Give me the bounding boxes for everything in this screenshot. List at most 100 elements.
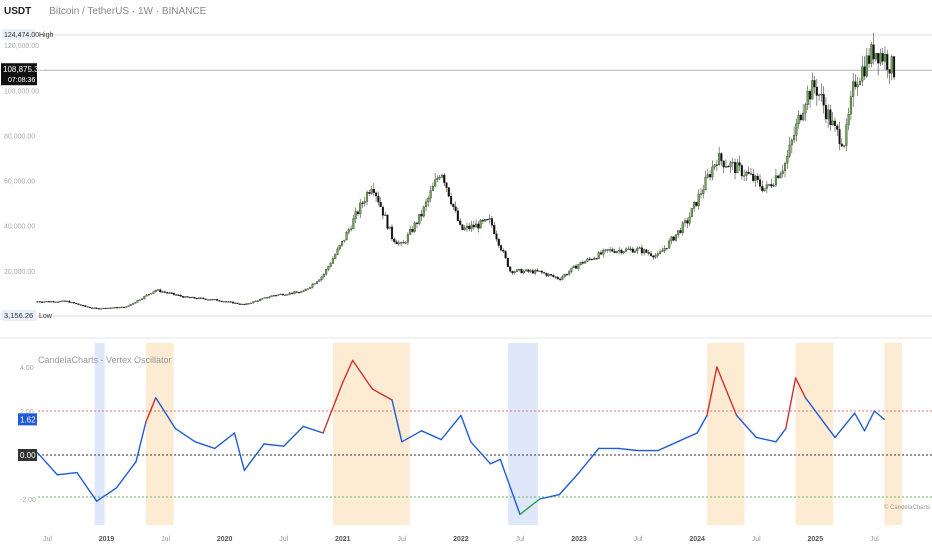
bear-candle [756,175,759,180]
chart-header: USDT Bitcoin / TetherUS · 1W · BINANCE [4,6,206,17]
bull-candle [184,296,187,298]
bull-candle [870,44,873,64]
bear-candle [581,262,584,264]
bear-candle [415,222,419,224]
bear-candle [502,250,505,252]
bull-candle [322,274,325,278]
bull-candle [636,247,639,252]
bull-candle [615,250,618,253]
bear-candle [836,125,839,130]
oscillator-segment [155,397,177,430]
oscillator-segment [470,441,492,465]
bear-candle [195,298,198,300]
overbought-zone [145,343,174,525]
bull-candle [561,276,564,280]
bull-candle [534,269,537,274]
bull-candle [250,302,253,304]
bear-candle [122,306,125,308]
bear-candle [708,174,712,178]
bear-candle [159,289,162,293]
bull-candle [309,287,312,289]
price-tick-label: 120,000.00 [4,43,39,50]
bull-candle [363,201,366,204]
bear-candle [281,293,285,296]
oscillator-zones [94,343,903,525]
bull-candle [227,301,230,303]
bull-candle [311,283,314,288]
bear-candle [420,213,423,217]
oscillator-tick-label: 4.00 [20,365,34,372]
bull-candle [697,193,700,206]
price-tick-label: 60,000.00 [4,179,35,186]
bear-candle [620,249,623,254]
oscillator-segment [440,414,462,441]
overbought-zone [332,343,410,525]
bear-candle [63,300,66,302]
current-price: 108,875.33 [3,65,44,74]
bull-candle [563,274,566,277]
bull-candle [320,276,323,280]
price-tick-label: 40,000.00 [4,224,35,231]
bull-candle [858,81,862,85]
time-axis-year: 2021 [335,536,351,543]
bear-candle [504,251,507,259]
bear-candle [204,298,207,300]
high-label: High [39,32,54,39]
oscillator-segment [489,458,501,465]
bull-candle [131,303,135,305]
bear-candle [266,297,269,299]
bear-candle [402,242,405,244]
bull-candle [141,298,144,300]
bull-candle [547,274,550,276]
bear-candle [411,228,414,232]
bear-candle [490,218,494,226]
oscillator-segment [834,412,856,439]
oscillator-segment [519,498,541,516]
time-axis-month: Jul [634,536,643,543]
bull-candle [100,308,103,310]
time-axis-month: Jul [397,536,406,543]
bull-candle [706,174,709,178]
oscillator-segment [775,427,787,443]
bear-candle [295,291,298,293]
bear-candle [531,270,534,274]
bull-candle [429,190,432,199]
bear-candle [175,294,178,296]
bear-candle [840,143,843,147]
bear-candle [511,271,514,274]
bull-candle [883,54,887,62]
oscillator-segment [56,471,78,476]
bear-candle [552,275,555,277]
bear-candle [472,224,475,228]
bear-candle [390,226,394,240]
bear-candle [468,225,471,229]
bull-candle [627,248,630,250]
bull-candle [388,226,391,229]
bull-candle [152,291,155,294]
oscillator-segment [322,381,344,434]
bull-candle [518,269,521,271]
bear-candle [588,258,591,260]
bear-candle [822,94,825,106]
oscillator-segment [174,427,196,443]
bull-candle [754,175,757,181]
bear-candle [220,300,223,302]
bull-candle [254,300,257,302]
bull-candle [529,270,532,272]
bear-candle [452,203,455,207]
bear-candle [477,223,480,229]
bear-candle [893,56,896,78]
symbol-label[interactable]: USDT [4,6,32,17]
bear-candle [81,305,85,307]
bear-candle [97,308,100,310]
zero-value-badge [18,449,37,461]
bull-candle [252,301,255,304]
bull-candle [783,163,787,172]
bear-candle [216,299,219,301]
bull-candle [659,251,662,254]
oscillator-segment [873,410,885,421]
bull-candle [234,302,237,304]
bull-candle [602,250,605,255]
overbought-zone [795,343,834,525]
